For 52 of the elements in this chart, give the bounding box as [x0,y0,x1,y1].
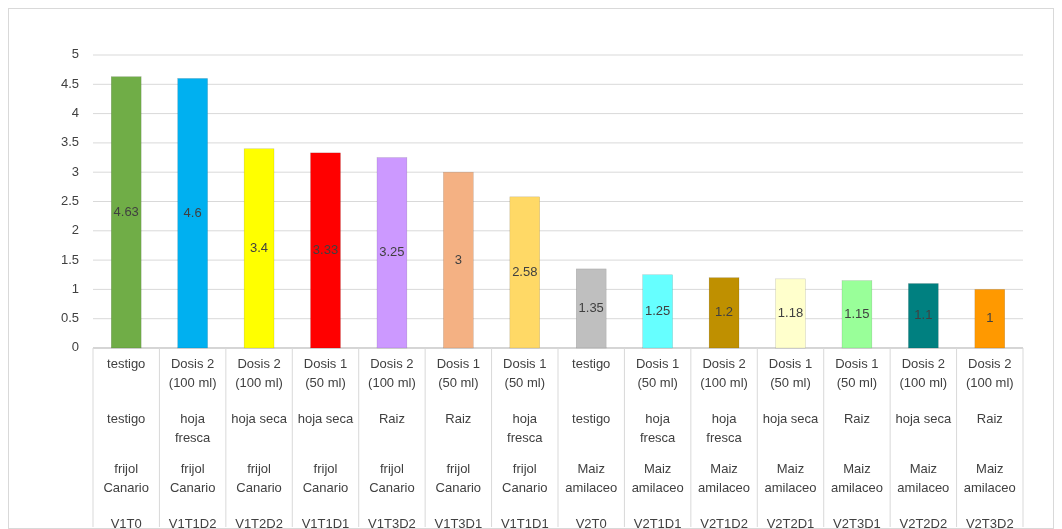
bar [376,157,408,349]
y-tick-label: 3.5 [60,134,79,150]
bar [642,274,673,349]
y-tick-label: 5 [71,46,79,62]
y-tick-label: 0 [71,339,79,355]
data-label: 4.63 [113,203,139,219]
bar [111,76,142,349]
data-label: 1 [986,310,994,326]
category-label: Dosis 2 (100 ml) hoja seca frijol Canario V1T2D2 [231,355,287,529]
data-label: 2.58 [512,263,538,279]
category-label: Dosis 1 (50 ml) hoja seca frijol Canario V1T1D1 [297,355,354,529]
category-label: Dosis 1 (50 ml) hoja fresca Maiz amilaceo V2T1D1 [631,355,684,529]
y-tick-label: 2.5 [60,192,79,208]
category-label: Dosis 2 (100 ml) hoja fresca frijol Canario V1T1D2 [168,355,217,529]
y-tick-label: 1.5 [60,251,79,267]
data-label: 3.4 [250,239,269,255]
data-label: 1.2 [715,304,734,320]
data-label: 3.33 [312,241,339,257]
y-tick-label: 3 [71,163,79,179]
data-label: 1.15 [844,305,870,321]
bar [775,278,806,349]
category-label: Dosis 1 (50 ml) hoja seca Maiz amilaceo V2T2D1 [762,355,819,529]
data-label: 4.6 [183,204,202,220]
y-tick-label: 2 [71,222,79,238]
category-label: Dosis 2 (100 ml) Raiz frijol Canario V1T3D2 [368,355,416,529]
bar [841,280,873,349]
data-label: 1.1 [914,307,933,323]
bar [708,277,740,349]
bar [177,78,208,349]
category-label: Dosis 1 (50 ml) hoja fresca frijol Canario V1T1D1 [500,355,549,529]
bar [243,148,275,349]
y-tick-label: 4.5 [60,75,79,91]
y-tick-label: 4 [71,105,79,121]
category-label: testigo testigo Maiz amilaceo V2T0 [565,355,618,529]
data-label: 1.18 [777,304,804,320]
category-label: Dosis 2 (100 ml) hoja seca Maiz amilaceo V2T2D2 [895,355,952,529]
y-tick-label: 0.5 [60,310,79,326]
bar [908,283,939,349]
data-label: 1.25 [644,302,671,318]
category-label: Dosis 1 (50 ml) Raiz frijol Canario V1T3D1 [434,355,483,529]
category-label: Dosis 2 (100 ml) hoja fresca Maiz amilaceo V2T1D2 [698,355,751,529]
y-tick-label: 1 [71,280,79,296]
bar [310,152,341,349]
data-label: 3 [454,251,462,267]
bar [974,289,1005,349]
data-label: 3.25 [379,244,405,260]
data-label: 1.35 [578,299,604,315]
category-label: Dosis 2 (100 ml) Raiz Maiz amilaceo V2T3D2 [963,355,1016,529]
bar [443,171,474,349]
category-label: Dosis 1 (50 ml) Raiz Maiz amilaceo V2T3D1 [830,355,883,529]
bar [509,196,540,349]
category-label: testigo testigo frijol Canario V1T0 [103,355,149,529]
